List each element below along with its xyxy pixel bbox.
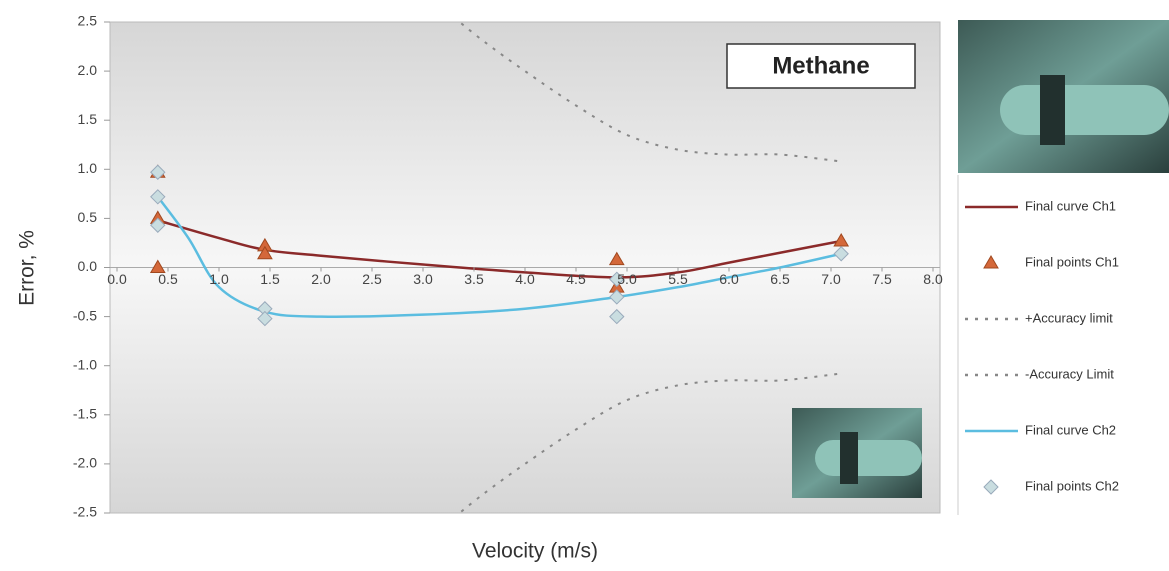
x-tick-label: 8.0 (923, 271, 943, 287)
x-tick-label: 2.0 (311, 271, 331, 287)
legend-swatch (984, 256, 998, 268)
y-tick-label: 0.5 (78, 209, 98, 225)
x-tick-label: 1.0 (209, 271, 229, 287)
x-tick-label: 2.5 (362, 271, 382, 287)
chart: Methane Velocity (m/s) Error, % Final cu… (0, 0, 1169, 571)
x-tick-label: 6.0 (719, 271, 739, 287)
y-tick-label: 2.0 (78, 62, 98, 78)
legend-label: Final points Ch2 (1025, 478, 1119, 493)
x-tick-label: 3.0 (413, 271, 433, 287)
x-tick-label: 7.5 (872, 271, 892, 287)
y-tick-label: 2.5 (78, 13, 98, 29)
y-tick-label: -1.5 (73, 406, 97, 422)
photo-inset (792, 408, 922, 498)
y-tick-label: 0.0 (78, 258, 98, 274)
x-tick-label: 0.0 (107, 271, 127, 287)
x-tick-label: 5.0 (617, 271, 637, 287)
x-tick-label: 4.5 (566, 271, 586, 287)
x-axis-label: Velocity (m/s) (472, 540, 598, 563)
x-tick-label: 4.0 (515, 271, 535, 287)
x-tick-label: 0.5 (158, 271, 178, 287)
legend-label: Final curve Ch1 (1025, 198, 1116, 213)
chart-title: Methane (772, 52, 869, 79)
x-tick-label: 7.0 (821, 271, 841, 287)
y-tick-label: 1.5 (78, 111, 98, 127)
x-tick-label: 5.5 (668, 271, 688, 287)
y-tick-label: -2.5 (73, 504, 97, 520)
legend-swatch (984, 480, 998, 494)
legend-label: Final curve Ch2 (1025, 422, 1116, 437)
y-tick-label: 1.0 (78, 160, 98, 176)
legend-label: +Accuracy limit (1025, 310, 1113, 325)
y-axis-label: Error, % (16, 230, 39, 306)
y-tick-label: -1.0 (73, 356, 97, 372)
legend: Final curve Ch1 Final points Ch1 +Accuracy… (965, 198, 1119, 494)
legend-label: -Accuracy Limit (1025, 366, 1114, 381)
x-tick-label: 3.5 (464, 271, 484, 287)
photo-top (958, 20, 1169, 173)
y-tick-label: -0.5 (73, 307, 97, 323)
y-tick-label: -2.0 (73, 455, 97, 471)
x-tick-label: 1.5 (260, 271, 280, 287)
x-tick-label: 6.5 (770, 271, 790, 287)
legend-label: Final points Ch1 (1025, 254, 1119, 269)
